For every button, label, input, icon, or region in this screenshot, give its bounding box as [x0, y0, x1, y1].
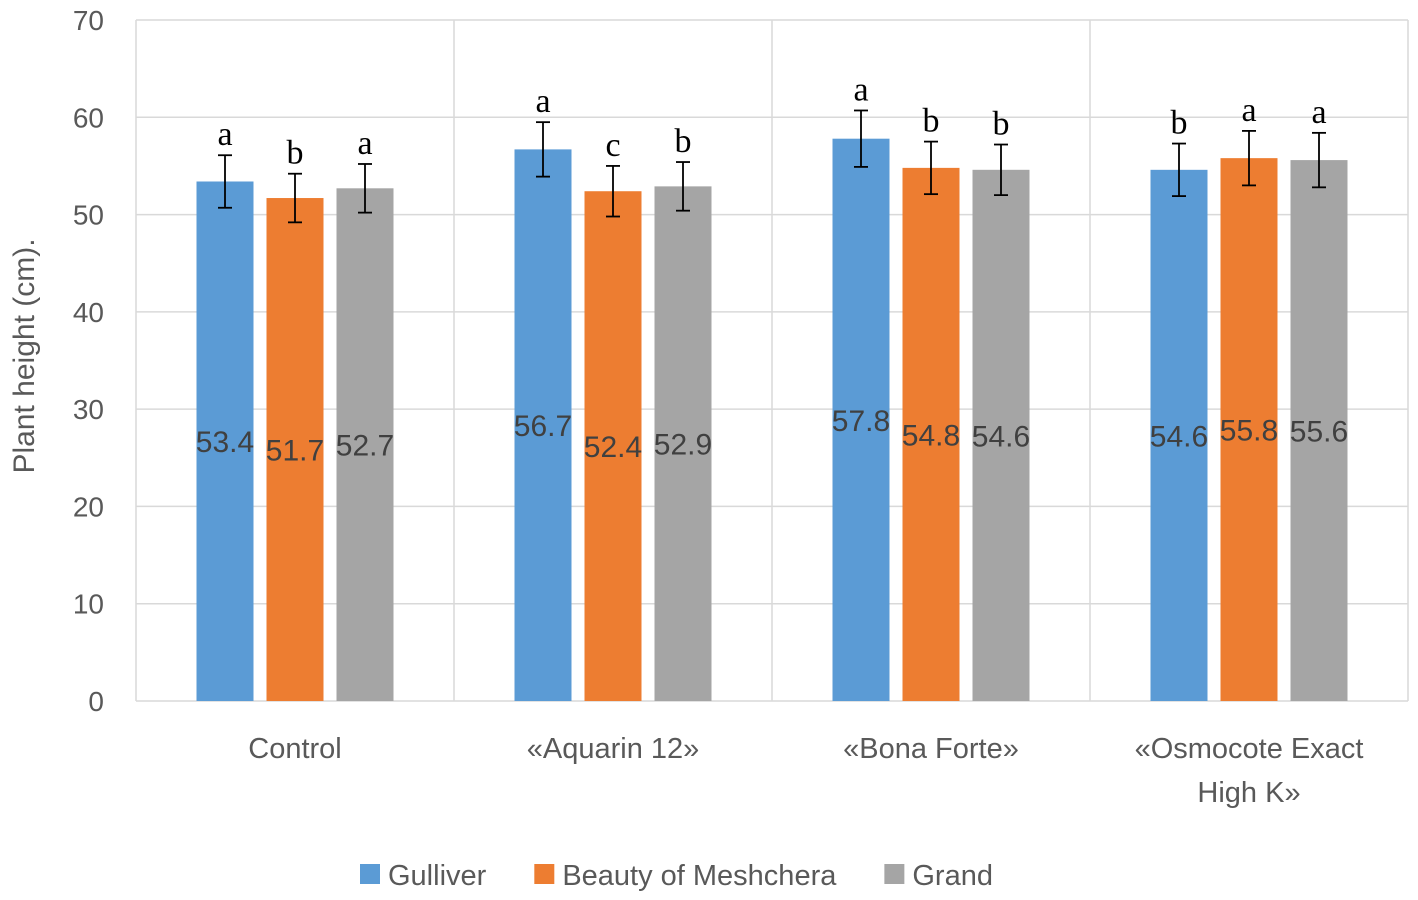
bar [584, 191, 642, 702]
y-tick-label: 70 [73, 5, 104, 36]
category-label: High K» [1197, 777, 1300, 809]
significance-letter: a [535, 83, 550, 120]
bar [514, 149, 572, 701]
significance-letter: b [287, 135, 304, 172]
y-tick-label: 0 [88, 686, 104, 717]
y-tick-label: 40 [73, 297, 104, 328]
legend-label: Gulliver [388, 860, 487, 892]
significance-letter: c [605, 127, 620, 164]
data-label: 57.8 [832, 405, 890, 438]
significance-letter: b [675, 123, 692, 160]
data-label: 52.4 [584, 431, 642, 464]
data-label: 53.4 [196, 426, 254, 459]
legend: Gulliver Beauty of Meshchera Grand [360, 860, 993, 892]
y-tick-label: 10 [73, 589, 104, 620]
data-label: 55.6 [1290, 416, 1348, 449]
category-label: «Aquarin 12» [527, 733, 700, 765]
significance-letters: a b a a c b a b b b a a [217, 71, 1326, 171]
bar [1150, 169, 1208, 701]
significance-letter: a [1241, 92, 1256, 129]
bar [336, 188, 394, 701]
bars [196, 138, 1348, 702]
data-label: 52.9 [654, 429, 712, 462]
significance-letter: a [357, 125, 372, 162]
significance-letter: a [853, 71, 868, 108]
data-label: 51.7 [266, 435, 324, 468]
legend-swatch [884, 864, 905, 884]
legend-label: Grand [912, 860, 993, 892]
data-label: 54.6 [972, 420, 1030, 453]
bar [654, 186, 712, 701]
y-tick-label: 30 [73, 394, 104, 425]
bar [902, 167, 960, 702]
data-label: 54.8 [902, 419, 960, 452]
bar [832, 138, 890, 701]
y-tick-label: 60 [73, 102, 104, 133]
y-tick-label: 20 [73, 491, 104, 522]
y-tick-label: 50 [73, 200, 104, 231]
category-label: «Bona Forte» [843, 733, 1019, 765]
bar [1290, 160, 1348, 701]
bar [1220, 158, 1278, 701]
bar [972, 169, 1030, 701]
significance-letter: a [217, 116, 232, 153]
data-label: 52.7 [336, 430, 394, 463]
category-label: Control [248, 733, 342, 765]
bar [196, 181, 254, 702]
legend-swatch [360, 864, 380, 884]
data-label: 54.6 [1150, 420, 1208, 453]
legend-swatch [534, 864, 555, 884]
significance-letter: a [1311, 94, 1326, 131]
legend-label: Beauty of Meshchera [562, 860, 837, 892]
error-bars [218, 109, 1326, 224]
y-axis-label: Plant height (cm). [8, 238, 41, 473]
data-labels: 53.4 51.7 52.7 56.7 52.4 52.9 57.8 54.8 54.6 54.6… [196, 405, 1348, 468]
bar [266, 198, 324, 702]
data-label: 55.8 [1220, 415, 1278, 448]
data-label: 56.7 [514, 410, 572, 443]
significance-letter: b [993, 106, 1010, 143]
significance-letter: b [923, 103, 940, 140]
y-axis-ticks: 0 10 20 30 40 50 60 70 [73, 5, 104, 717]
category-labels: Control «Aquarin 12» «Bona Forte» «Osmocote… [248, 733, 1363, 809]
gridlines [135, 19, 1409, 702]
category-label: «Osmocote Exact [1135, 733, 1364, 765]
significance-letter: b [1171, 105, 1188, 142]
